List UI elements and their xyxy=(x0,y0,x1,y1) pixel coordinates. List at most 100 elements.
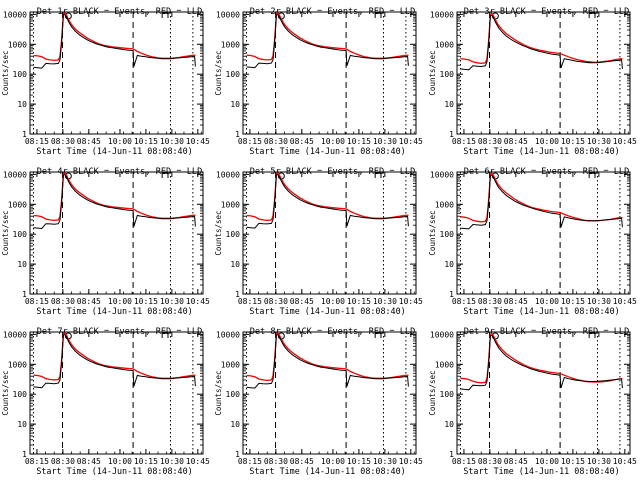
plot-frame xyxy=(456,331,631,455)
y-tick-label: 10000 xyxy=(3,330,27,339)
x-tick-label: 10:00 xyxy=(535,457,559,466)
y-tick-label: 10 xyxy=(444,100,454,109)
event-marker-bracket xyxy=(161,12,169,18)
y-tick-label: 1000 xyxy=(221,200,240,209)
x-tick-label: 08:15 xyxy=(238,457,262,466)
x-tick-label: 08:45 xyxy=(77,457,101,466)
y-tick-label: 10000 xyxy=(216,170,240,179)
x-axis-label: Start Time (14-Jun-11 08:08:40) xyxy=(249,466,405,476)
event-marker-bracket xyxy=(588,12,596,18)
x-tick-label: 08:30 xyxy=(478,297,502,306)
x-tick-label: 08:30 xyxy=(478,457,502,466)
chart-panel-7: Det 7r BLACK = Events, RED = LLD11010010… xyxy=(1,327,210,476)
y-tick-label: 10000 xyxy=(216,330,240,339)
y-tick-label: 100 xyxy=(440,230,455,239)
y-tick-label: 1000 xyxy=(8,40,27,49)
x-tick-label: 08:45 xyxy=(77,137,101,146)
plot-frame xyxy=(242,331,417,455)
x-tick-label: 08:15 xyxy=(452,297,476,306)
x-tick-label: 10:00 xyxy=(108,137,132,146)
y-tick-label: 1 xyxy=(22,450,27,459)
y-tick-label: 1 xyxy=(235,130,240,139)
x-tick-label: 08:30 xyxy=(51,137,75,146)
x-axis-label: Start Time (14-Jun-11 08:08:40) xyxy=(36,306,192,316)
y-tick-label: 100 xyxy=(13,230,28,239)
x-tick-label: 10:45 xyxy=(613,137,637,146)
x-tick-label: 10:45 xyxy=(186,457,210,466)
y-tick-label: 10 xyxy=(17,100,27,109)
chart-panel-3: Det 3r BLACK = Events, RED = LLD11010010… xyxy=(428,7,637,156)
series-line-lld xyxy=(246,12,409,61)
y-tick-label: 10 xyxy=(17,420,27,429)
y-tick-label: 1 xyxy=(235,450,240,459)
y-tick-label: 1000 xyxy=(221,40,240,49)
plot-frame xyxy=(242,171,417,295)
series-line-events xyxy=(33,174,196,230)
x-tick-label: 10:15 xyxy=(134,137,158,146)
y-tick-label: 10 xyxy=(230,420,240,429)
chart-panel-8: Det 8r BLACK = Events, RED = LLD11010010… xyxy=(214,327,423,476)
x-tick-label: 10:30 xyxy=(587,457,611,466)
series-line-events xyxy=(246,334,409,389)
y-tick-label: 1 xyxy=(22,290,27,299)
x-axis-label: Start Time (14-Jun-11 08:08:40) xyxy=(463,146,619,156)
x-tick-label: 10:00 xyxy=(535,297,559,306)
x-tick-label: 10:30 xyxy=(160,137,184,146)
y-tick-label: 10000 xyxy=(430,170,454,179)
y-tick-label: 10000 xyxy=(430,330,454,339)
y-tick-label: 1000 xyxy=(8,360,27,369)
x-tick-label: 10:15 xyxy=(347,457,371,466)
y-tick-label: 1 xyxy=(449,130,454,139)
y-tick-label: 100 xyxy=(226,70,241,79)
event-marker-bracket xyxy=(374,172,382,178)
x-tick-label: 10:00 xyxy=(108,457,132,466)
y-tick-label: 100 xyxy=(226,230,241,239)
y-tick-label: 100 xyxy=(440,70,455,79)
x-tick-label: 08:15 xyxy=(452,457,476,466)
x-tick-label: 10:00 xyxy=(321,297,345,306)
x-tick-label: 08:45 xyxy=(504,297,528,306)
y-tick-label: 10000 xyxy=(430,10,454,19)
y-axis-label: Counts/sec xyxy=(214,210,223,255)
x-tick-label: 08:30 xyxy=(264,297,288,306)
x-tick-label: 08:15 xyxy=(25,457,49,466)
y-tick-label: 10 xyxy=(17,260,27,269)
x-tick-label: 10:15 xyxy=(347,137,371,146)
series-line-events xyxy=(246,174,409,229)
x-tick-label: 10:45 xyxy=(186,297,210,306)
x-tick-label: 08:45 xyxy=(504,137,528,146)
y-axis-label: Counts/sec xyxy=(428,370,437,415)
series-line-lld xyxy=(460,172,623,223)
event-marker-bracket xyxy=(588,172,596,178)
y-axis-label: Counts/sec xyxy=(1,50,10,95)
plot-frame xyxy=(456,171,631,295)
plot-frame xyxy=(29,171,204,295)
x-tick-label: 08:30 xyxy=(478,137,502,146)
y-tick-label: 1 xyxy=(22,130,27,139)
x-tick-label: 08:15 xyxy=(238,297,262,306)
y-tick-label: 100 xyxy=(13,390,28,399)
plot-frame xyxy=(29,331,204,455)
series-line-events xyxy=(33,14,196,69)
x-tick-label: 10:30 xyxy=(373,457,397,466)
event-marker-bracket xyxy=(161,332,169,338)
x-axis-label: Start Time (14-Jun-11 08:08:40) xyxy=(463,466,619,476)
y-axis-label: Counts/sec xyxy=(428,50,437,95)
x-tick-label: 10:45 xyxy=(399,457,423,466)
x-tick-label: 10:45 xyxy=(399,137,423,146)
x-tick-label: 10:15 xyxy=(561,457,585,466)
x-tick-label: 10:30 xyxy=(587,297,611,306)
x-tick-label: 10:00 xyxy=(321,137,345,146)
x-axis-label: Start Time (14-Jun-11 08:08:40) xyxy=(249,146,405,156)
series-line-lld xyxy=(460,12,623,65)
event-marker-bracket xyxy=(588,332,596,338)
x-axis-label: Start Time (14-Jun-11 08:08:40) xyxy=(463,306,619,316)
y-tick-label: 1 xyxy=(449,290,454,299)
x-tick-label: 10:30 xyxy=(373,137,397,146)
x-tick-label: 08:15 xyxy=(25,137,49,146)
x-tick-label: 10:45 xyxy=(613,457,637,466)
chart-panel-5: Det 5r BLACK = Events, RED = LLD11010010… xyxy=(214,167,423,316)
x-tick-label: 08:30 xyxy=(264,457,288,466)
x-tick-label: 10:00 xyxy=(321,457,345,466)
x-tick-label: 10:15 xyxy=(561,297,585,306)
